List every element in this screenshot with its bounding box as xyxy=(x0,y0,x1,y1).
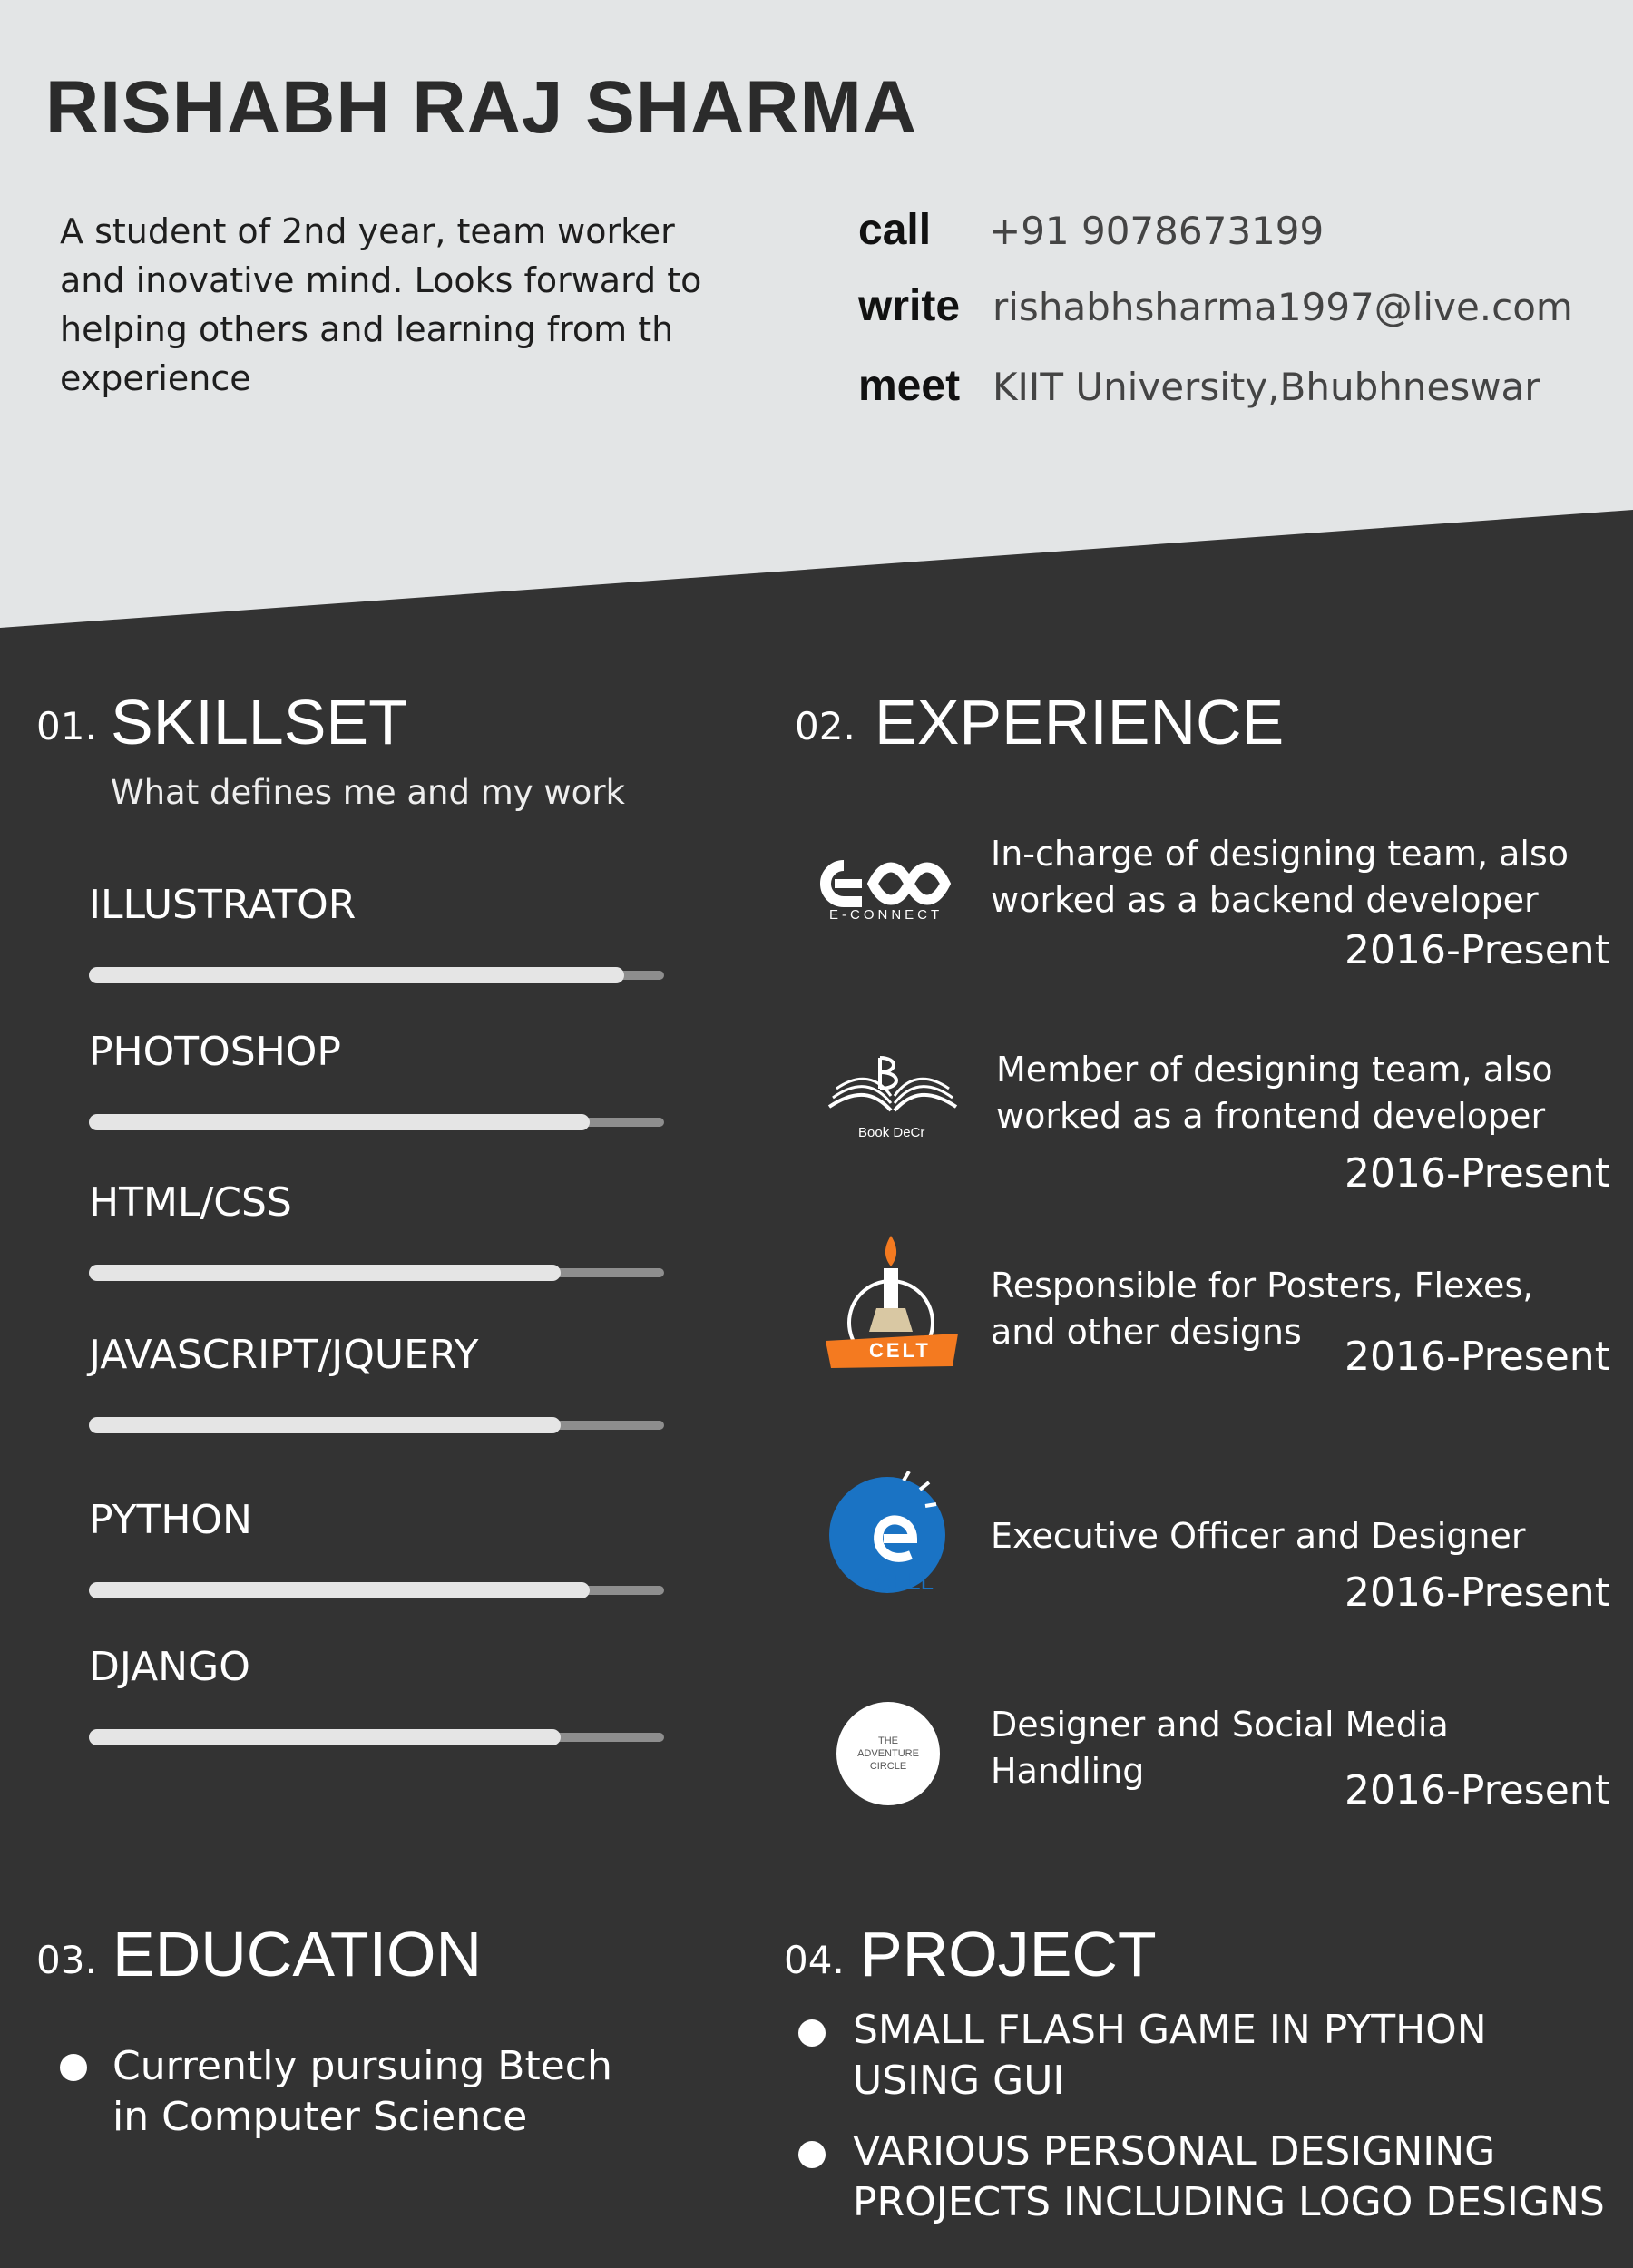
skillset-subtitle: What defines me and my work xyxy=(111,773,625,812)
skill-bar-fill xyxy=(89,1729,561,1745)
skill-bar-fill xyxy=(89,1417,561,1433)
header-background xyxy=(0,0,1633,628)
experience-date-5: 2016-Present xyxy=(1345,1767,1610,1813)
celt-logo: CELT xyxy=(822,1232,958,1384)
project-item-2: VARIOUS PERSONAL DESIGNING PROJECTS INCL… xyxy=(853,2128,1605,2225)
education-title: EDUCATION xyxy=(112,1919,483,1989)
skill-name: DJANGO xyxy=(89,1644,250,1690)
contact-email[interactable]: rishabhsharma1997@live.com xyxy=(993,285,1573,329)
skillset-number: 01. xyxy=(36,704,97,748)
e-connect-logo-text: E-CONNECT xyxy=(829,907,944,923)
contact-write-label: write xyxy=(858,282,961,330)
ecell-logo-text: CELL xyxy=(875,1568,934,1595)
profile-summary: A student of 2nd year, team worker and i… xyxy=(60,211,702,398)
e-connect-logo: E-CONNECT xyxy=(816,842,962,933)
experience-title: EXPERIENCE xyxy=(875,687,1285,758)
celt-logo-text: CELT xyxy=(869,1339,931,1362)
skill-name: JAVASCRIPT/JQUERY xyxy=(89,1332,479,1378)
contact-location: KIIT University,Bhubhneswar xyxy=(993,365,1540,409)
book-decr-logo-text: Book DeCr xyxy=(858,1125,925,1140)
project-bullet-1 xyxy=(798,2019,826,2047)
skill-bar-fill xyxy=(89,967,624,983)
ecell-logo: CELL xyxy=(829,1470,965,1606)
skill-name: PHOTOSHOP xyxy=(89,1029,341,1075)
experience-description-2: Member of designing team, also worked as… xyxy=(996,1050,1553,1136)
skill-bar-track xyxy=(89,1729,664,1745)
project-title: PROJECT xyxy=(860,1919,1157,1989)
skill-bar-track xyxy=(89,1114,664,1130)
experience-description-1: In-charge of designing team, also worked… xyxy=(991,834,1569,920)
contact-meet-label: meet xyxy=(858,362,961,410)
project-bullet-2 xyxy=(798,2141,826,2168)
project-item-1: SMALL FLASH GAME IN PYTHON USING GUI xyxy=(853,2007,1487,2104)
education-item: Currently pursuing Btech in Computer Sci… xyxy=(112,2043,612,2140)
education-number: 03. xyxy=(36,1938,97,1982)
skill-bar-track xyxy=(89,1582,664,1598)
adventure-circle-logo: THE ADVENTURE CIRCLE xyxy=(836,1702,940,1805)
experience-date-4: 2016-Present xyxy=(1345,1569,1610,1616)
project-number: 04. xyxy=(784,1938,845,1982)
skill-bar-fill xyxy=(89,1582,590,1598)
experience-description-3: Responsible for Posters, Flexes, and oth… xyxy=(991,1266,1534,1352)
contact-phone[interactable]: +91 9078673199 xyxy=(989,209,1325,253)
experience-date-3: 2016-Present xyxy=(1345,1334,1610,1380)
contact-call-label: call xyxy=(858,206,932,254)
skill-bar-fill xyxy=(89,1265,561,1281)
skill-bar-track xyxy=(89,1265,664,1281)
skill-name: PYTHON xyxy=(89,1497,252,1543)
experience-date-2: 2016-Present xyxy=(1345,1150,1610,1197)
skill-bar-fill xyxy=(89,1114,590,1130)
candidate-name: RISHABH RAJ SHARMA xyxy=(45,66,918,149)
experience-description-5: Designer and Social Media Handling xyxy=(991,1705,1449,1791)
experience-description-4: Executive Officer and Designer xyxy=(991,1516,1526,1556)
adventure-circle-logo-text: THE ADVENTURE CIRCLE xyxy=(857,1735,919,1772)
skill-name: HTML/CSS xyxy=(89,1179,292,1226)
education-bullet xyxy=(60,2054,87,2081)
skill-name: ILLUSTRATOR xyxy=(89,882,357,928)
book-decr-logo: Book DeCr xyxy=(820,1052,965,1143)
skill-bar-track xyxy=(89,967,664,983)
experience-date-1: 2016-Present xyxy=(1345,927,1610,973)
skill-bar-track xyxy=(89,1417,664,1433)
skillset-title: SKILLSET xyxy=(111,687,407,758)
experience-number: 02. xyxy=(795,704,856,748)
